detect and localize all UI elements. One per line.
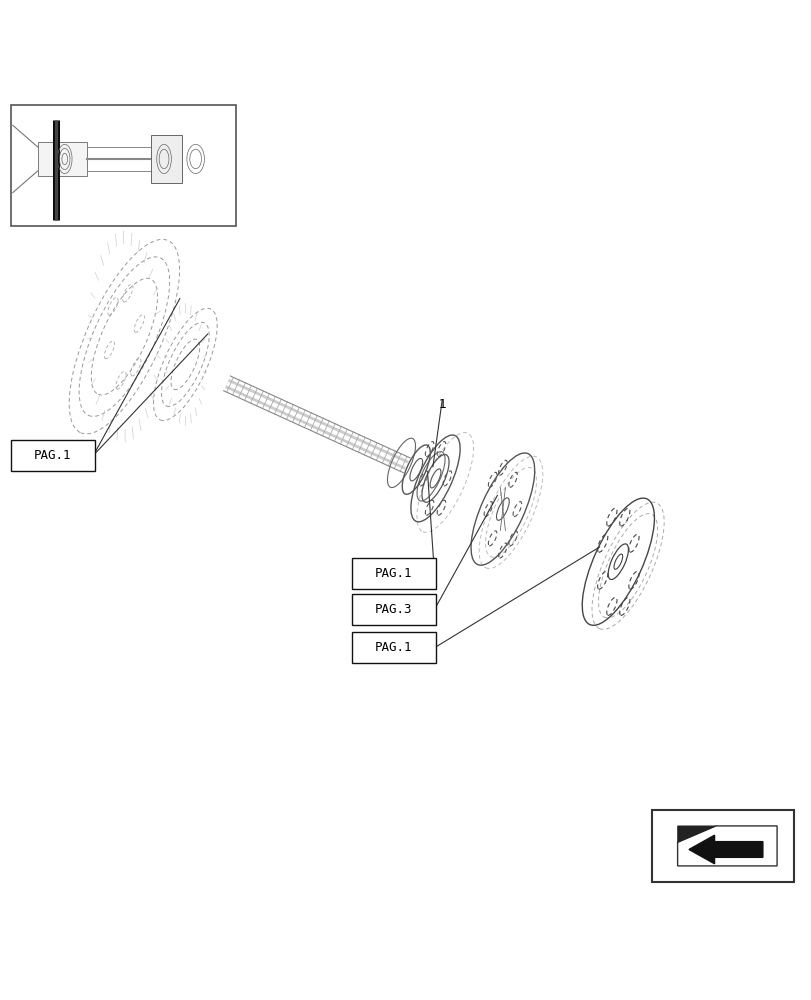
Text: PAG.3: PAG.3 xyxy=(375,603,412,616)
Polygon shape xyxy=(676,826,776,866)
FancyBboxPatch shape xyxy=(651,810,793,882)
FancyBboxPatch shape xyxy=(150,135,182,183)
Text: PAG.1: PAG.1 xyxy=(34,449,71,462)
Polygon shape xyxy=(676,826,715,842)
FancyBboxPatch shape xyxy=(351,632,436,663)
FancyArrow shape xyxy=(689,835,762,864)
Text: PAG.1: PAG.1 xyxy=(375,567,412,580)
Text: 1: 1 xyxy=(438,398,446,411)
FancyBboxPatch shape xyxy=(351,594,436,625)
Text: PAG.1: PAG.1 xyxy=(375,641,412,654)
FancyBboxPatch shape xyxy=(11,440,95,471)
FancyBboxPatch shape xyxy=(351,558,436,589)
FancyBboxPatch shape xyxy=(11,105,236,226)
FancyBboxPatch shape xyxy=(37,142,88,176)
